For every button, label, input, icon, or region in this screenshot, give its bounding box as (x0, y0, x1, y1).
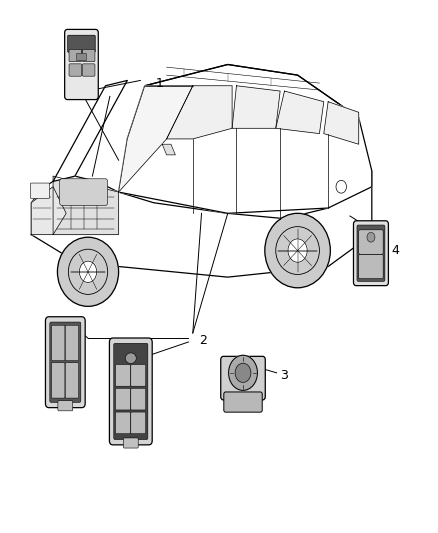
Polygon shape (232, 86, 280, 128)
Polygon shape (31, 171, 372, 277)
FancyBboxPatch shape (131, 389, 146, 410)
FancyBboxPatch shape (114, 343, 148, 440)
FancyBboxPatch shape (82, 64, 95, 76)
FancyBboxPatch shape (65, 325, 79, 361)
FancyBboxPatch shape (221, 357, 265, 400)
Polygon shape (53, 80, 127, 181)
Polygon shape (276, 91, 324, 134)
Ellipse shape (57, 237, 119, 306)
FancyBboxPatch shape (46, 317, 85, 408)
Circle shape (336, 180, 346, 193)
FancyBboxPatch shape (131, 365, 146, 386)
Polygon shape (53, 176, 119, 235)
FancyBboxPatch shape (77, 53, 86, 61)
FancyBboxPatch shape (359, 230, 383, 254)
FancyBboxPatch shape (359, 254, 383, 279)
FancyBboxPatch shape (65, 29, 98, 100)
Text: 2: 2 (199, 334, 207, 348)
Circle shape (229, 356, 258, 390)
Polygon shape (119, 86, 193, 192)
FancyBboxPatch shape (58, 401, 73, 411)
FancyBboxPatch shape (110, 338, 152, 445)
Circle shape (235, 364, 251, 382)
Polygon shape (162, 144, 175, 155)
Ellipse shape (265, 213, 330, 288)
Circle shape (79, 261, 97, 282)
FancyBboxPatch shape (69, 50, 81, 62)
FancyBboxPatch shape (30, 183, 49, 198)
Ellipse shape (125, 353, 136, 364)
FancyBboxPatch shape (131, 412, 146, 434)
FancyBboxPatch shape (65, 363, 79, 398)
FancyBboxPatch shape (116, 365, 131, 386)
Polygon shape (324, 102, 359, 144)
Text: 4: 4 (392, 244, 399, 257)
FancyBboxPatch shape (50, 322, 81, 402)
FancyBboxPatch shape (116, 412, 131, 434)
FancyBboxPatch shape (82, 50, 95, 62)
FancyBboxPatch shape (68, 35, 95, 52)
FancyBboxPatch shape (124, 438, 138, 448)
FancyBboxPatch shape (224, 392, 262, 412)
FancyBboxPatch shape (353, 221, 389, 286)
FancyBboxPatch shape (52, 325, 65, 361)
Polygon shape (31, 187, 66, 235)
Text: 1: 1 (155, 77, 163, 90)
Text: 3: 3 (280, 369, 288, 382)
FancyBboxPatch shape (69, 64, 81, 76)
Polygon shape (119, 64, 372, 213)
Circle shape (288, 239, 307, 262)
FancyBboxPatch shape (60, 179, 108, 205)
Circle shape (367, 232, 375, 242)
FancyBboxPatch shape (116, 389, 131, 410)
FancyBboxPatch shape (357, 225, 385, 281)
Polygon shape (166, 86, 232, 139)
FancyBboxPatch shape (52, 363, 65, 398)
